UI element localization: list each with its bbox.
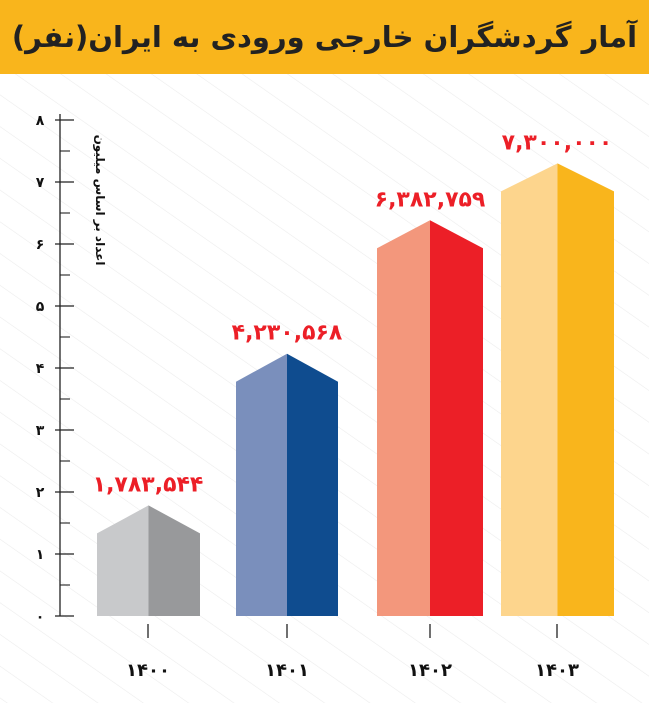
bar-left-face bbox=[501, 163, 558, 616]
x-tick-label: ۱۴۰۳ bbox=[535, 660, 579, 681]
title-bar: آمار گردشگران خارجی ورودی به ایران(نفر) bbox=[0, 0, 649, 74]
y-tick-label: ۳ bbox=[36, 423, 45, 439]
y-axis-title: اعداد بر اساس میلیون bbox=[92, 135, 107, 266]
x-tick-label: ۱۴۰۱ bbox=[265, 660, 309, 681]
y-tick-label: ۵ bbox=[36, 299, 45, 315]
bar-right-face bbox=[557, 163, 614, 616]
x-tick-label: ۱۴۰۲ bbox=[408, 660, 452, 681]
y-tick-label: ۴ bbox=[36, 361, 45, 377]
bar-chart: ۰ ۱ ۲ ۳ ۴ ۵ ۶ ۷ ۸ اعداد بر اساس میلیون ۱,۷۸۳,۵۴۴ ۱۴… bbox=[36, 113, 614, 681]
x-tick-label: ۱۴۰۰ bbox=[126, 660, 170, 681]
y-tick-label: ۸ bbox=[36, 113, 45, 129]
bar-right-face bbox=[430, 220, 483, 617]
data-label: ۶,۳۸۲,۷۵۹ bbox=[375, 187, 486, 212]
y-tick-label: ۷ bbox=[36, 175, 45, 191]
bar-left-face bbox=[236, 353, 287, 616]
bar-left-face bbox=[97, 505, 149, 616]
y-tick-label: ۶ bbox=[36, 237, 45, 253]
y-tick-label: ۲ bbox=[36, 485, 45, 501]
data-label: ۱,۷۸۳,۵۴۴ bbox=[93, 472, 204, 497]
bar-right-face bbox=[148, 505, 200, 616]
bar-left-face bbox=[377, 220, 430, 617]
chart-title: آمار گردشگران خارجی ورودی به ایران(نفر) bbox=[11, 20, 638, 54]
y-tick-label: ۱ bbox=[36, 547, 45, 563]
data-label: ۴,۲۳۰,۵۶۸ bbox=[232, 321, 343, 346]
y-tick-label: ۰ bbox=[36, 609, 45, 625]
data-label: ۷,۳۰۰,۰۰۰ bbox=[502, 130, 613, 155]
bar-right-face bbox=[287, 353, 338, 616]
